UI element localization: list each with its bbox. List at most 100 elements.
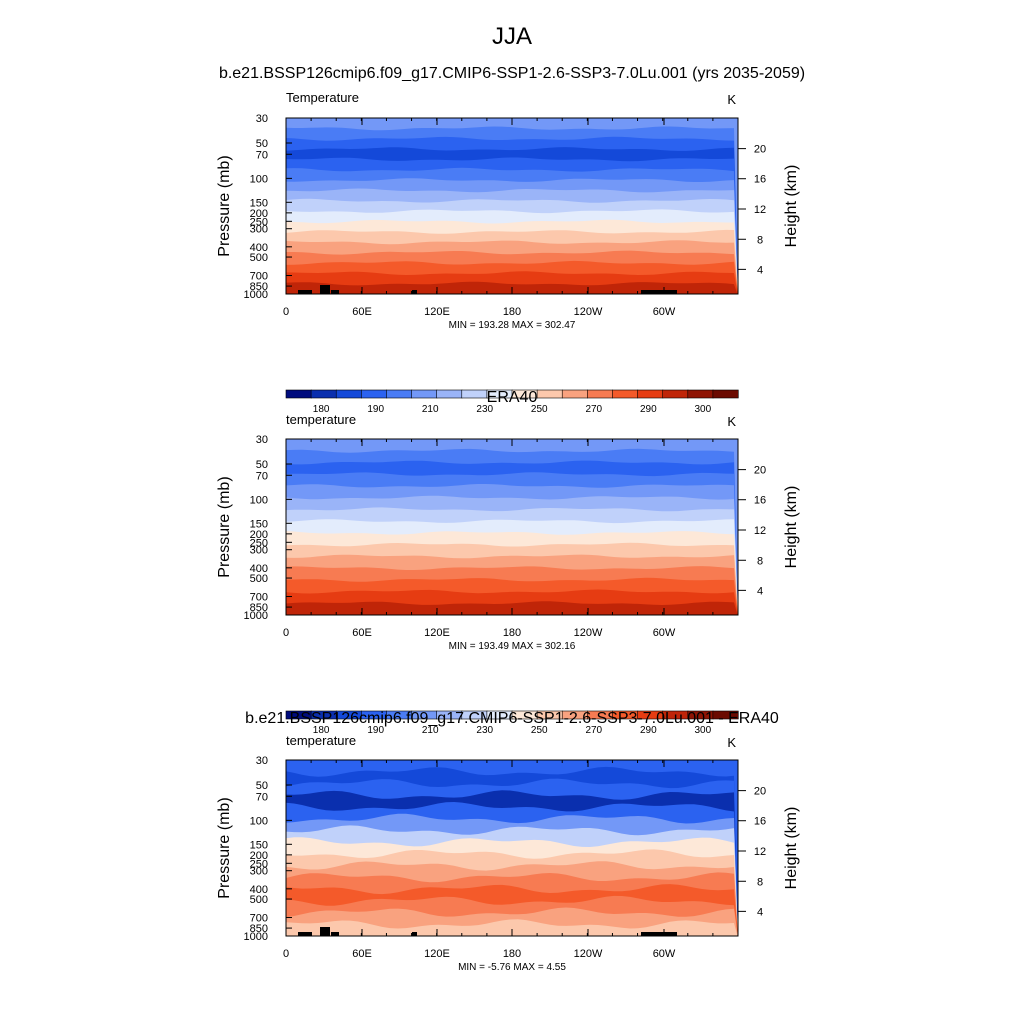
x-tick-label: 60E xyxy=(352,627,372,639)
x-tick-label: 120W xyxy=(574,306,603,318)
colorbar-swatch xyxy=(637,389,664,399)
x-tick-label: 60W xyxy=(653,306,676,318)
y-tick-label: 850 xyxy=(250,602,268,614)
contour-fill xyxy=(286,439,738,615)
y-tick-label: 100 xyxy=(250,494,268,506)
y-tick-label: 500 xyxy=(250,573,268,585)
height-tick-label: 16 xyxy=(754,495,766,507)
colorbar-label: 300 xyxy=(695,404,712,415)
y-tick-label: 100 xyxy=(250,173,268,185)
units-label: K xyxy=(727,92,736,107)
x-tick-label: 0 xyxy=(283,948,289,960)
x-tick-label: 180 xyxy=(503,948,521,960)
height-tick-label: 12 xyxy=(754,846,766,858)
y-tick-label: 100 xyxy=(250,815,268,827)
colorbar-swatch xyxy=(361,389,388,399)
topography-mask xyxy=(298,932,312,936)
colorbar-label: 190 xyxy=(367,725,384,736)
colorbar-label: 180 xyxy=(313,404,330,415)
y-tick-label: 850 xyxy=(250,281,268,293)
colorbar: 180 190 210 230 250 270 290 300 xyxy=(285,710,739,736)
height-tick-label: 12 xyxy=(754,204,766,216)
colorbar-swatch xyxy=(461,389,488,399)
y-tick-label: 150 xyxy=(250,518,268,530)
topography-mask xyxy=(331,290,339,294)
colorbar-label: 230 xyxy=(476,404,493,415)
y-tick-label: 400 xyxy=(250,242,268,254)
y-tick-label: 30 xyxy=(256,755,268,767)
y-tick-label: 150 xyxy=(250,839,268,851)
x-tick-label: 180 xyxy=(503,627,521,639)
units-label: K xyxy=(727,414,736,429)
y-tick-label: 250 xyxy=(250,858,268,870)
height-tick-label: 20 xyxy=(754,144,766,156)
height-tick-label: 20 xyxy=(754,786,766,798)
height-tick-label: 12 xyxy=(754,525,766,537)
y-tick-label: 400 xyxy=(250,884,268,896)
y-tick-label: 250 xyxy=(250,537,268,549)
colorbar-label: 190 xyxy=(367,404,384,415)
y-tick-label: 500 xyxy=(250,252,268,264)
height-tick-label: 16 xyxy=(754,816,766,828)
colorbar: 180 190 210 230 250 270 290 300 xyxy=(285,389,739,415)
chart-panel-3: b.e21.BSSP126cmip6.f09_g17.CMIP6-SSP1-2.… xyxy=(216,710,800,973)
topography-mask xyxy=(298,290,312,294)
x-tick-label: 0 xyxy=(283,627,289,639)
colorbar-label: 250 xyxy=(531,404,548,415)
height-tick-label: 8 xyxy=(757,555,763,567)
colorbar-swatch xyxy=(536,389,563,399)
y-tick-label: 1000 xyxy=(244,610,268,622)
topography-mask xyxy=(412,932,417,936)
colorbar-swatch xyxy=(335,389,362,399)
topography-mask xyxy=(320,285,330,294)
figure-title: JJA xyxy=(492,23,532,50)
topography-mask xyxy=(331,932,339,936)
y-tick-label: 70 xyxy=(256,470,268,482)
y-tick-label: 250 xyxy=(250,216,268,228)
colorbar-label: 180 xyxy=(313,725,330,736)
y-tick-label: 1000 xyxy=(244,931,268,943)
contour-band xyxy=(286,919,738,936)
colorbar-swatch xyxy=(386,389,413,399)
y-tick-label: 200 xyxy=(250,529,268,541)
topography-mask xyxy=(320,927,330,936)
y-axis-title: Pressure (mb) xyxy=(216,797,233,898)
contour-fill xyxy=(286,118,738,294)
x-tick-label: 120E xyxy=(424,306,450,318)
topography-mask xyxy=(641,932,677,936)
colorbar-label: 230 xyxy=(476,725,493,736)
colorbar-swatch xyxy=(712,389,739,399)
height-tick-label: 4 xyxy=(757,264,763,276)
x-tick-label: 60W xyxy=(653,948,676,960)
y-tick-label: 200 xyxy=(250,208,268,220)
x-tick-label: 60W xyxy=(653,627,676,639)
x-tick-label: 120E xyxy=(424,627,450,639)
colorbar-swatch xyxy=(411,389,438,399)
y-axis-title: Pressure (mb) xyxy=(216,476,233,577)
units-label: K xyxy=(727,735,736,750)
colorbar-label: 210 xyxy=(422,404,439,415)
colorbar-swatch xyxy=(612,389,639,399)
y-tick-label: 30 xyxy=(256,113,268,125)
y-tick-label: 70 xyxy=(256,149,268,161)
height-tick-label: 8 xyxy=(757,876,763,888)
colorbar-swatch xyxy=(285,389,312,399)
colorbar-label: 270 xyxy=(585,404,602,415)
height-tick-label: 4 xyxy=(757,585,763,597)
variable-label: temperature xyxy=(286,733,356,748)
y-tick-label: 700 xyxy=(250,913,268,925)
y-axis-title: Pressure (mb) xyxy=(216,155,233,256)
height-tick-label: 16 xyxy=(754,174,766,186)
y-tick-label: 1000 xyxy=(244,289,268,301)
panel-title: ERA40 xyxy=(487,389,538,406)
y-tick-label: 300 xyxy=(250,545,268,557)
height-tick-label: 4 xyxy=(757,906,763,918)
min-max-stats: MIN = 193.28 MAX = 302.47 xyxy=(449,320,576,331)
y-tick-label: 50 xyxy=(256,780,268,792)
contour-fill xyxy=(286,760,738,936)
colorbar-swatch xyxy=(310,389,337,399)
colorbar-swatch xyxy=(587,389,614,399)
colorbar-label: 270 xyxy=(585,725,602,736)
colorbar-label: 300 xyxy=(695,725,712,736)
